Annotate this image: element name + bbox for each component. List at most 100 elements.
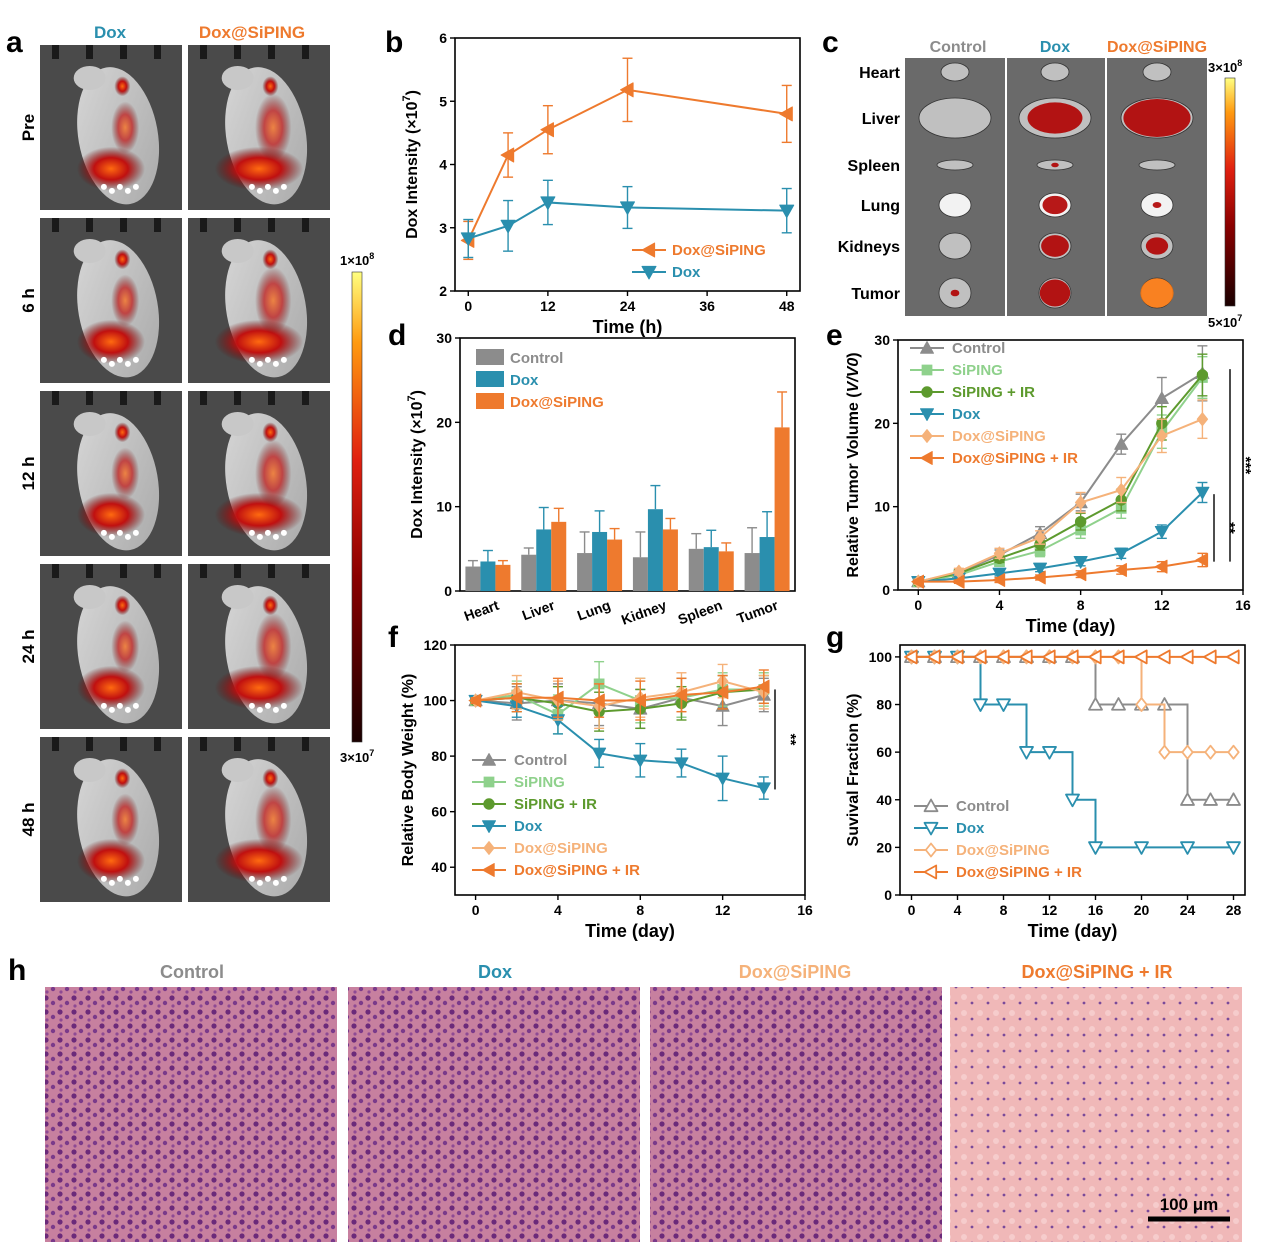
image-clip [234, 391, 241, 405]
legend-marker [921, 364, 933, 376]
series [460, 179, 795, 259]
panel-letter-c: c [822, 26, 839, 59]
panel-a-row-label: 6 h [19, 288, 38, 313]
mouse-image [40, 45, 182, 210]
tumor-marker-dot [256, 187, 263, 194]
chart-f: 0 4 8 12 16 40 60 80 100 120 Time (day) Relative Bo… [400, 637, 813, 941]
series [460, 57, 793, 261]
signal-head [114, 595, 131, 616]
data-point [1203, 792, 1218, 806]
x-tick-label: 16 [797, 902, 813, 918]
bar [551, 521, 567, 591]
data-point [620, 201, 635, 216]
tumor-marker-dot [100, 183, 107, 190]
data-point [904, 649, 918, 665]
image-clip [268, 564, 275, 578]
tumor-marker-dot [132, 529, 139, 536]
chart-g: 0 4 8 12 16 20 24 28 0 20 40 60 80 100 Time (day) Suviv… [845, 644, 1246, 941]
data-point [1065, 649, 1079, 665]
data-point [1226, 792, 1241, 806]
image-clip [200, 218, 207, 232]
panel-a-colorbar [351, 271, 363, 743]
panel-g: g 0 4 8 12 16 20 24 28 0 20 40 60 80 100 Time (day) Suv… [826, 621, 1246, 941]
data-point [1135, 697, 1148, 712]
data-point [1196, 412, 1209, 427]
organ-signal [1051, 162, 1059, 168]
tumor-marker-dot [124, 879, 131, 886]
y-axis-label-part: Dox Intensity (×10 [409, 401, 426, 538]
legend-label: Control [514, 752, 567, 769]
legend-label: Dox@SiPING [956, 842, 1050, 859]
panel-h-label-dox: Dox [478, 962, 512, 982]
image-clip [154, 391, 161, 405]
data-point [1180, 841, 1195, 855]
image-clip [302, 564, 309, 578]
data-point [633, 754, 648, 768]
image-clip [302, 218, 309, 232]
tumor-marker-dot [280, 702, 287, 709]
data-point [1156, 428, 1168, 443]
image-clip [154, 737, 161, 751]
y-tick-label: 20 [874, 415, 890, 431]
tumor-marker-dot [272, 879, 279, 886]
series [904, 649, 1240, 665]
data-point [973, 649, 987, 665]
data-point [1065, 793, 1080, 808]
data-point [1226, 841, 1241, 855]
data-point [550, 690, 564, 705]
tumor-marker-dot [132, 875, 139, 882]
tumor-marker-dot [264, 356, 271, 363]
legend-label: Control [510, 350, 563, 367]
data-point [950, 649, 964, 665]
signal-tumor [214, 319, 304, 364]
data-point [1226, 649, 1240, 665]
data-point [1111, 697, 1126, 711]
signal-tumor [77, 146, 145, 191]
tumor-marker-dot [124, 533, 131, 540]
tumor-marker-dot [264, 875, 271, 882]
tumor-marker-dot [124, 360, 131, 367]
mouse-head [73, 585, 106, 609]
panel-a-col-label-doxsiping: Dox@SiPING [199, 23, 305, 42]
mouse-head [73, 758, 106, 782]
legend-label: Control [956, 798, 1009, 815]
mouse-image [40, 218, 182, 383]
panel-c-col-label-dox: Dox [1040, 39, 1070, 56]
panel-letter-f: f [388, 621, 399, 654]
bar [718, 551, 734, 591]
x-tick-label: 12 [1042, 902, 1058, 918]
y-axis-label-exponent: 7 [406, 395, 418, 401]
legend-label: Dox@SiPING [952, 428, 1046, 445]
series [911, 552, 1209, 589]
tumor-marker-dot [248, 529, 255, 536]
data-point [779, 204, 795, 219]
organ [1138, 159, 1176, 171]
x-tick-label: 8 [636, 902, 644, 918]
tumor-marker-dot [272, 360, 279, 367]
data-point [1019, 746, 1034, 760]
y-axis-label-exponent: 7 [401, 95, 413, 101]
legend-marker [923, 821, 939, 836]
signal-head [114, 422, 131, 443]
image-clip [268, 45, 275, 59]
image-clip [86, 737, 93, 751]
data-point [1180, 649, 1194, 665]
organ [938, 232, 972, 260]
panel-a-colorbar-min: 3×107 [340, 748, 374, 765]
tumor-marker-dot [116, 356, 123, 363]
organ-image-background [905, 58, 1207, 316]
data-point [592, 747, 607, 761]
panel-letter-e: e [826, 319, 843, 352]
organ [918, 97, 992, 139]
tumor-marker-dot [280, 875, 287, 882]
y-tick-label: 2 [439, 283, 447, 299]
panel-letter-h: h [8, 954, 26, 987]
tumor-marker-dot [280, 183, 287, 190]
x-tick-label: 0 [464, 298, 472, 314]
bar [536, 529, 552, 591]
data-point [500, 147, 515, 163]
panel-a-image-grid [40, 45, 330, 902]
image-clip [120, 737, 127, 751]
data-point [1158, 744, 1171, 760]
tumor-marker-dot [248, 702, 255, 709]
